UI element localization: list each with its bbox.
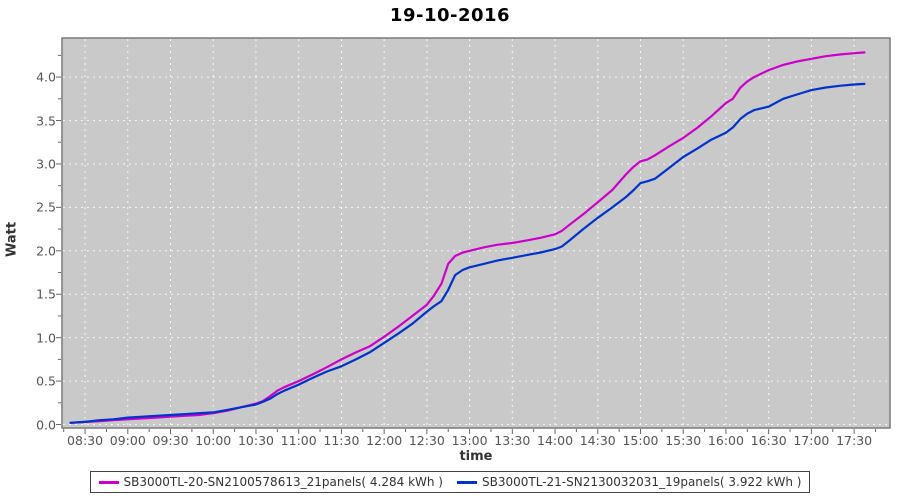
- x-tick-label: 17:00: [793, 433, 830, 448]
- y-tick-label: 2.5: [36, 199, 56, 215]
- y-tick-label: 3.0: [36, 156, 56, 172]
- x-tick-label: 12:30: [408, 433, 445, 448]
- x-tick-label: 13:00: [451, 433, 488, 448]
- legend-label: SB3000TL-20-SN2100578613_21panels( 4.284…: [123, 475, 443, 489]
- y-tick-label: 1.0: [36, 330, 56, 346]
- x-tick-label: 09:00: [109, 433, 146, 448]
- y-tick-label: 0.5: [36, 373, 56, 389]
- chart-title: 19-10-2016: [389, 5, 511, 26]
- x-tick-label: 15:00: [622, 433, 659, 448]
- legend-box: SB3000TL-20-SN2100578613_21panels( 4.284…: [89, 471, 811, 493]
- x-tick-label: 16:30: [750, 433, 787, 448]
- x-tick-label: 12:00: [366, 433, 403, 448]
- x-tick-label: 10:30: [237, 433, 274, 448]
- legend-item-0: SB3000TL-20-SN2100578613_21panels( 4.284…: [98, 475, 443, 489]
- x-tick-label: 14:00: [537, 433, 574, 448]
- y-tick-label: 3.5: [36, 113, 56, 129]
- legend-line-swatch: [98, 480, 119, 484]
- legend-label: SB3000TL-21-SN2130032031_19panels( 3.922…: [482, 475, 802, 489]
- x-axis-label: time: [459, 449, 493, 464]
- y-tick-label: 0.0: [36, 417, 56, 433]
- legend-line-swatch: [457, 480, 477, 484]
- x-tick-label: 11:30: [323, 433, 360, 448]
- x-tick-label: 14:30: [579, 433, 616, 448]
- x-tick-label: 09:30: [152, 433, 189, 448]
- plot-area: [61, 37, 891, 429]
- x-tick-label: 13:30: [494, 433, 531, 448]
- x-tick-label: 08:30: [67, 433, 104, 448]
- x-tick-label: 15:30: [665, 433, 702, 448]
- x-tick-label: 10:00: [195, 433, 232, 448]
- y-tick-label: 1.5: [36, 286, 56, 302]
- y-axis-label: Watt: [4, 221, 20, 258]
- x-tick-label: 17:30: [836, 433, 873, 448]
- x-tick-label: 11:00: [280, 433, 317, 448]
- series-line-1[interactable]: [69, 82, 866, 424]
- legend-item-1: SB3000TL-21-SN2130032031_19panels( 3.922…: [457, 475, 801, 489]
- x-tick-label: 16:00: [707, 433, 744, 448]
- y-tick-label: 4.0: [36, 69, 56, 85]
- y-tick-label: 2.0: [36, 243, 56, 259]
